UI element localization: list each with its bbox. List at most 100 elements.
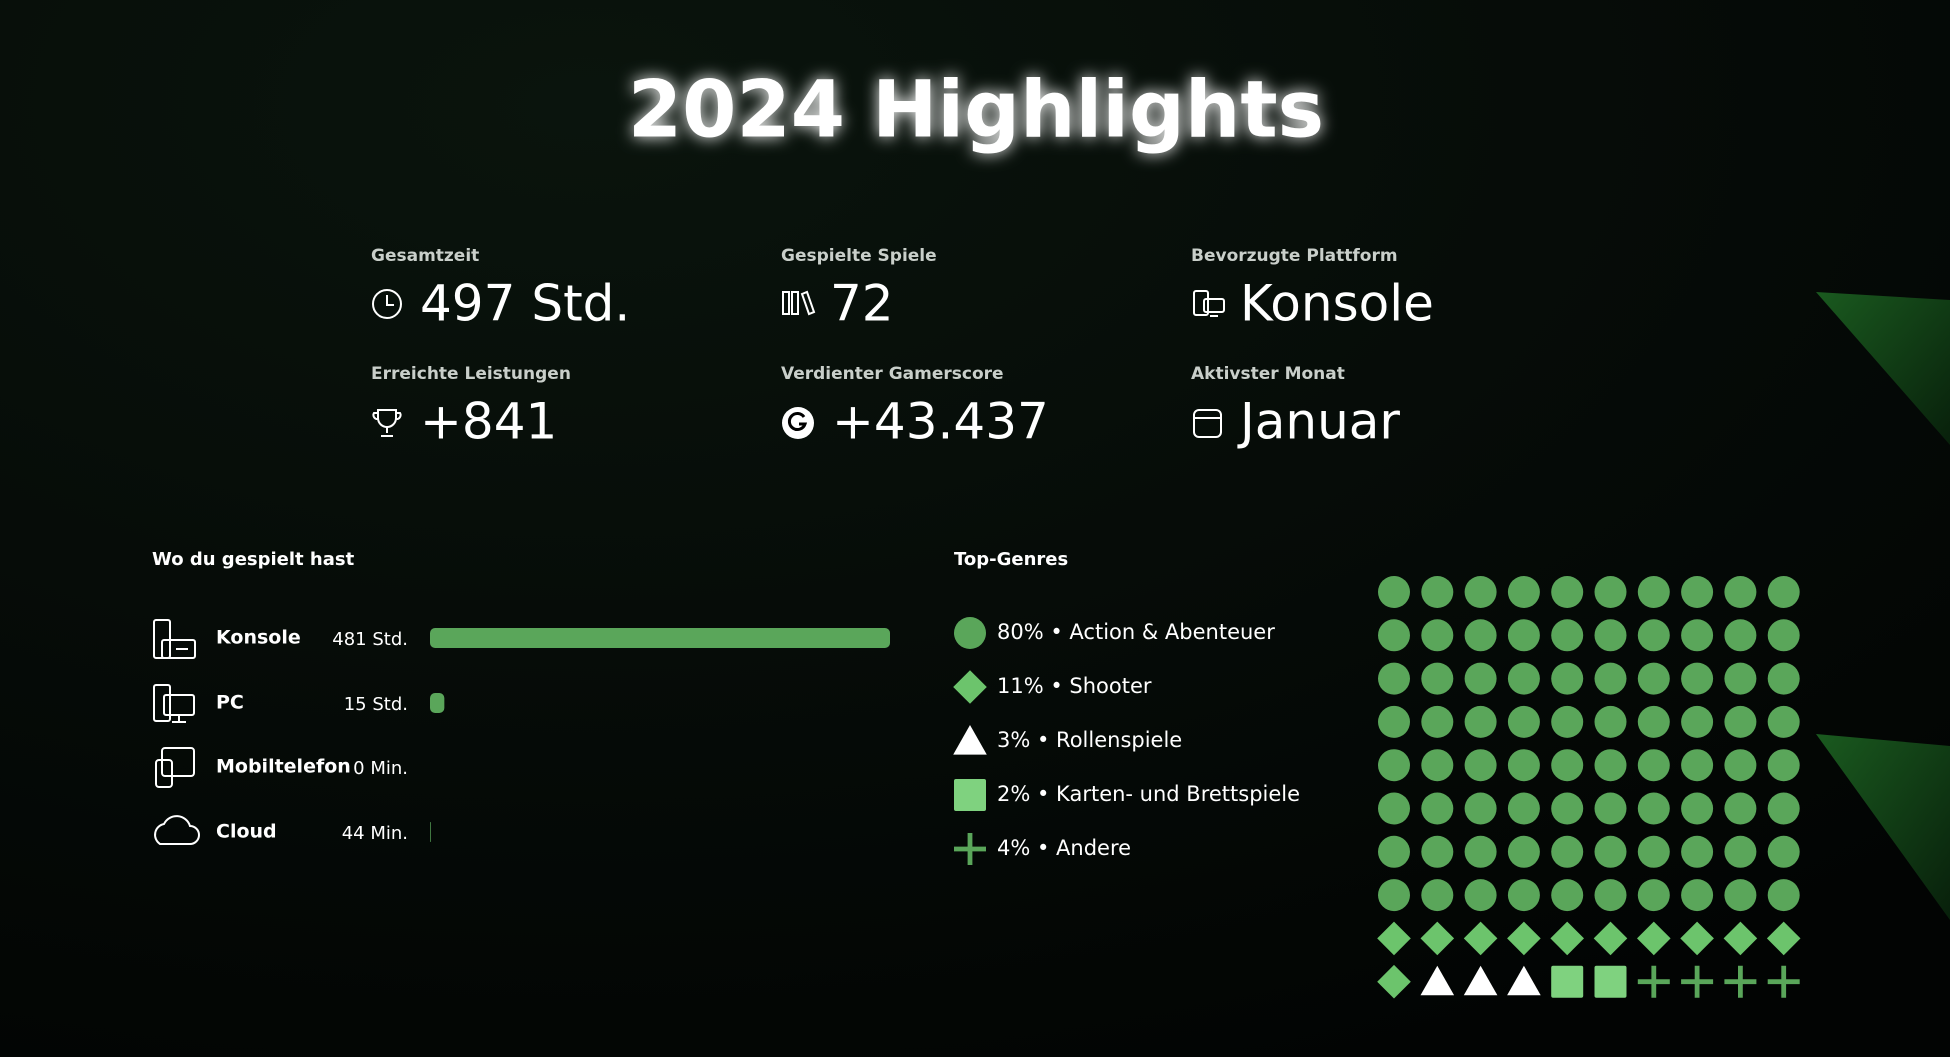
- stat-value: 497 Std.: [420, 275, 630, 333]
- waffle-cell: [1507, 879, 1540, 912]
- waffle-cell: [1681, 705, 1714, 738]
- genre-label: 11% • Shooter: [997, 674, 1152, 698]
- waffle-cell: [1507, 792, 1540, 825]
- platform-name: Konsole: [216, 627, 301, 649]
- platform-bar: [430, 628, 890, 648]
- waffle-cell: [1551, 576, 1584, 608]
- waffle-cell: [1594, 619, 1627, 652]
- platform-name: Cloud: [216, 821, 277, 843]
- phone-icon: [155, 747, 195, 788]
- stat-value: Januar: [1237, 393, 1400, 451]
- waffle-cell: [1681, 662, 1714, 695]
- waffle-cell: [1421, 835, 1454, 868]
- genre-waffle: [1377, 576, 1801, 999]
- waffle-cell: [1378, 749, 1410, 782]
- waffle-cell: [1420, 921, 1455, 956]
- waffle-cell: [1378, 619, 1410, 652]
- waffle-cell: [1421, 792, 1454, 825]
- waffle-cell: [1767, 705, 1800, 738]
- genre-legend: 80% • Action & Abenteuer 11% • Shooter 3% …: [953, 617, 1300, 865]
- cloud-icon: [154, 815, 200, 845]
- waffle-cell: [1378, 662, 1410, 695]
- waffle-cell: [1594, 835, 1627, 868]
- waffle-cell: [1594, 749, 1627, 782]
- waffle-cell: [1377, 921, 1411, 956]
- page-title: 2024 Highlights: [628, 65, 1324, 155]
- waffle-cell: [1507, 835, 1540, 868]
- gamerscore-icon: [782, 407, 814, 439]
- waffle-cell: [1421, 749, 1454, 782]
- pc-icon: [153, 684, 195, 723]
- platform-time: 0 Min.: [353, 758, 408, 779]
- waffle-cell: [1551, 619, 1584, 652]
- library-icon: [782, 290, 816, 316]
- waffle-cell: [1767, 879, 1800, 912]
- waffle-cell: [1680, 921, 1714, 956]
- platform-time: 44 Min.: [342, 823, 408, 844]
- console-icon: [153, 619, 196, 659]
- waffle-cell: [1507, 965, 1541, 996]
- waffle-cell: [1507, 662, 1540, 695]
- section-title: Wo du gespielt hast: [152, 549, 355, 570]
- waffle-cell: [1724, 965, 1757, 998]
- waffle-cell: [1464, 619, 1497, 652]
- waffle-cell: [1724, 705, 1757, 738]
- waffle-cell: [1550, 921, 1584, 956]
- waffle-cell: [1378, 705, 1410, 738]
- waffle-cell: [1507, 705, 1540, 738]
- waffle-cell: [1724, 879, 1757, 912]
- waffle-cell: [1637, 792, 1670, 825]
- genre-label: 3% • Rollenspiele: [997, 728, 1182, 752]
- waffle-cell: [1681, 835, 1714, 868]
- waffle-cell: [1637, 749, 1670, 782]
- stat-value: 72: [830, 275, 894, 333]
- waffle-cell: [1723, 921, 1758, 956]
- waffle-cell: [1724, 576, 1757, 608]
- waffle-cell: [1594, 662, 1627, 695]
- genre-label: 2% • Karten- und Brettspiele: [997, 782, 1300, 806]
- section-title: Top-Genres: [954, 549, 1068, 570]
- waffle-cell: [1637, 965, 1670, 998]
- waffle-cell: [1724, 835, 1757, 868]
- calendar-icon: [1193, 409, 1222, 438]
- waffle-cell: [1594, 792, 1627, 825]
- waffle-cell: [1507, 619, 1540, 652]
- waffle-cell: [1594, 705, 1627, 738]
- stat-label: Erreichte Leistungen: [371, 364, 571, 384]
- waffle-cell: [1464, 792, 1497, 825]
- waffle-cell: [1766, 921, 1801, 956]
- platform-name: PC: [216, 692, 244, 714]
- waffle-cell: [1464, 749, 1497, 782]
- stat-value: +841: [420, 393, 557, 451]
- decoration: [1816, 292, 1950, 445]
- platform-name: Mobiltelefon: [216, 756, 351, 778]
- waffle-cell: [1421, 619, 1454, 652]
- waffle-cell: [1637, 662, 1670, 695]
- waffle-cell: [1767, 965, 1800, 998]
- device-icon: [1193, 290, 1225, 317]
- waffle-cell: [1378, 835, 1410, 868]
- waffle-cell: [1681, 619, 1714, 652]
- waffle-cell: [1724, 662, 1757, 695]
- platform-time: 481 Std.: [332, 629, 408, 650]
- decoration: [1816, 734, 1950, 920]
- waffle-cell: [1507, 576, 1540, 608]
- waffle-cell: [1551, 749, 1584, 782]
- platform-time: 15 Std.: [344, 694, 408, 715]
- legend-swatch: [954, 779, 986, 811]
- waffle-cell: [1507, 749, 1540, 782]
- clock-icon: [372, 289, 402, 319]
- waffle-cell: [1681, 965, 1714, 998]
- stat-label: Bevorzugte Plattform: [1191, 246, 1398, 266]
- waffle-cell: [1767, 619, 1800, 652]
- waffle-cell: [1378, 576, 1410, 608]
- stat-label: Gesamtzeit: [371, 246, 479, 266]
- waffle-cell: [1378, 792, 1410, 825]
- waffle-cell: [1767, 662, 1800, 695]
- waffle-cell: [1681, 576, 1714, 608]
- waffle-cell: [1593, 921, 1628, 956]
- waffle-cell: [1594, 879, 1627, 912]
- waffle-cell: [1681, 879, 1714, 912]
- waffle-cell: [1681, 749, 1714, 782]
